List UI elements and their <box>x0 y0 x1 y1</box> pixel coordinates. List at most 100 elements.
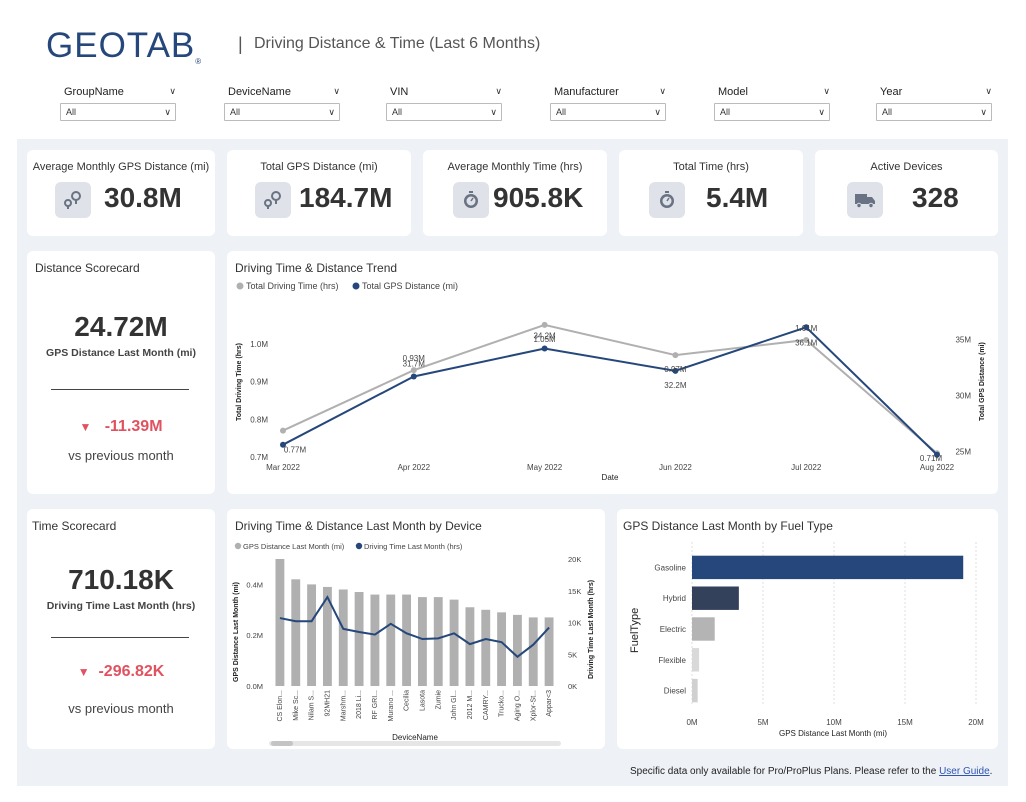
filter-label: Manufacturer <box>554 86 619 98</box>
chevron-down-icon[interactable]: ∨ <box>985 86 992 96</box>
bar[interactable] <box>338 589 348 686</box>
horizontal-scrollbar-thumb[interactable] <box>271 741 293 746</box>
x-tick: Mike Sc... <box>293 690 300 721</box>
logo-registered-mark: ® <box>195 57 203 66</box>
data-point[interactable] <box>410 367 417 374</box>
bar[interactable] <box>692 678 698 703</box>
legend-marker-distance <box>234 542 242 550</box>
x-tick: Appar<3 <box>546 690 553 717</box>
y-tick-left: 0.0M <box>246 682 263 691</box>
kpi-card-active-devices[interactable]: Active Devices 328 <box>815 150 998 236</box>
bar[interactable] <box>307 584 317 686</box>
x-tick: Mar 2022 <box>266 463 300 472</box>
filter-model[interactable]: Model ∨ All ∨ <box>714 86 830 121</box>
legend-marker-time <box>236 282 244 290</box>
x-tick: 10M <box>826 718 842 727</box>
data-point[interactable] <box>672 352 679 359</box>
bar[interactable] <box>465 607 475 686</box>
bar[interactable] <box>370 594 380 686</box>
kpi-value: 5.4M <box>706 182 769 213</box>
stopwatch-icon <box>649 182 685 218</box>
data-point[interactable] <box>410 373 417 380</box>
scorecard-subtitle: GPS Distance Last Month (mi) <box>46 347 196 359</box>
scorecard-value: 24.72M <box>74 311 168 342</box>
data-point[interactable] <box>672 367 679 374</box>
bar[interactable] <box>291 579 301 686</box>
legend-marker-distance <box>352 282 360 290</box>
y-axis-label: FuelType <box>629 608 641 653</box>
kpi-title: Total Time (hrs) <box>673 161 749 173</box>
bar[interactable] <box>322 586 332 686</box>
bar[interactable] <box>692 617 715 641</box>
filter-manufacturer[interactable]: Manufacturer ∨ All ∨ <box>550 86 666 121</box>
data-point[interactable] <box>280 441 286 448</box>
device-chart[interactable]: GPS Distance Last Month (mi) Driving Tim… <box>227 509 605 749</box>
scorecard-comparison: vs previous month <box>68 701 174 716</box>
data-point[interactable] <box>803 336 810 343</box>
trend-chart-card[interactable]: Driving Time & Distance Trend Total Driv… <box>227 251 998 494</box>
x-tick: Apr 2022 <box>398 463 431 472</box>
data-point[interactable] <box>541 321 548 328</box>
kpi-card-total-time[interactable]: Total Time (hrs) 5.4M <box>619 150 803 236</box>
bar[interactable] <box>433 597 443 686</box>
bar[interactable] <box>692 555 964 580</box>
bar[interactable] <box>481 609 491 686</box>
bar[interactable] <box>692 648 700 672</box>
chevron-down-icon[interactable]: ∨ <box>169 86 176 96</box>
filter-select[interactable]: All ∨ <box>224 103 340 121</box>
x-tick: Lasota <box>419 690 426 711</box>
bar[interactable] <box>449 599 459 686</box>
chevron-down-icon[interactable]: ∨ <box>495 86 502 96</box>
filter-year[interactable]: Year ∨ All ∨ <box>876 86 992 121</box>
bar[interactable] <box>386 594 396 686</box>
chevron-down-icon[interactable]: ∨ <box>659 86 666 96</box>
bar[interactable] <box>512 614 522 686</box>
filter-groupname[interactable]: GroupName ∨ All ∨ <box>60 86 176 121</box>
time-scorecard[interactable]: Time Scorecard 710.18K Driving Time Last… <box>27 509 215 749</box>
data-point[interactable] <box>541 345 548 352</box>
filter-value: All <box>230 107 241 117</box>
bar[interactable] <box>497 612 507 686</box>
filter-vin[interactable]: VIN ∨ All ∨ <box>386 86 502 121</box>
kpi-card-total-distance[interactable]: Total GPS Distance (mi) 184.7M <box>227 150 411 236</box>
filter-select[interactable]: All ∨ <box>714 103 830 121</box>
horizontal-scrollbar-track[interactable] <box>269 741 561 746</box>
data-point[interactable] <box>934 451 940 458</box>
fuel-chart-card[interactable]: GPS Distance Last Month by Fuel Type Fue… <box>617 509 998 749</box>
y-tick-right: 20K <box>568 555 581 564</box>
user-guide-link[interactable]: User Guide <box>939 766 990 777</box>
bar[interactable] <box>354 592 364 686</box>
legend[interactable]: Total Driving Time (hrs) Total GPS Dista… <box>236 281 459 291</box>
filter-select[interactable]: All ∨ <box>876 103 992 121</box>
distance-scorecard[interactable]: Distance Scorecard 24.72M GPS Distance L… <box>27 251 215 494</box>
kpi-value: 328 <box>912 182 959 213</box>
data-label: 32.2M <box>664 381 687 390</box>
filter-select[interactable]: All ∨ <box>386 103 502 121</box>
bar[interactable] <box>544 617 554 686</box>
data-point[interactable] <box>280 427 286 434</box>
trend-chart[interactable]: Total Driving Time (hrs) Total GPS Dista… <box>227 251 998 494</box>
bar[interactable] <box>275 559 285 686</box>
x-tick: 15M <box>897 718 913 727</box>
bar[interactable] <box>417 597 427 686</box>
y-tick: Gasoline <box>654 563 686 572</box>
legend[interactable]: GPS Distance Last Month (mi) Driving Tim… <box>234 542 463 551</box>
chevron-down-icon[interactable]: ∨ <box>333 86 340 96</box>
y-tick-right: 15K <box>568 587 581 596</box>
bar[interactable] <box>528 617 538 686</box>
filter-select[interactable]: All ∨ <box>60 103 176 121</box>
filter-value: All <box>882 107 893 117</box>
scorecard-value: 710.18K <box>68 564 174 595</box>
bar[interactable] <box>692 586 739 610</box>
kpi-card-avg-monthly-time[interactable]: Average Monthly Time (hrs) 905.8K <box>423 150 607 236</box>
filter-select[interactable]: All ∨ <box>550 103 666 121</box>
bar[interactable] <box>402 594 412 686</box>
kpi-card-avg-monthly-distance[interactable]: Average Monthly GPS Distance (mi) 30.8M <box>27 150 215 236</box>
data-point[interactable] <box>803 324 810 331</box>
x-axis-label: DeviceName <box>392 733 438 742</box>
device-chart-card[interactable]: Driving Time & Distance Last Month by De… <box>227 509 605 749</box>
x-tick: 20M <box>968 718 984 727</box>
chevron-down-icon[interactable]: ∨ <box>823 86 830 96</box>
filter-devicename[interactable]: DeviceName ∨ All ∨ <box>224 86 340 121</box>
fuel-chart[interactable]: FuelType GPS Distance Last Month (mi) 0M… <box>617 509 998 749</box>
